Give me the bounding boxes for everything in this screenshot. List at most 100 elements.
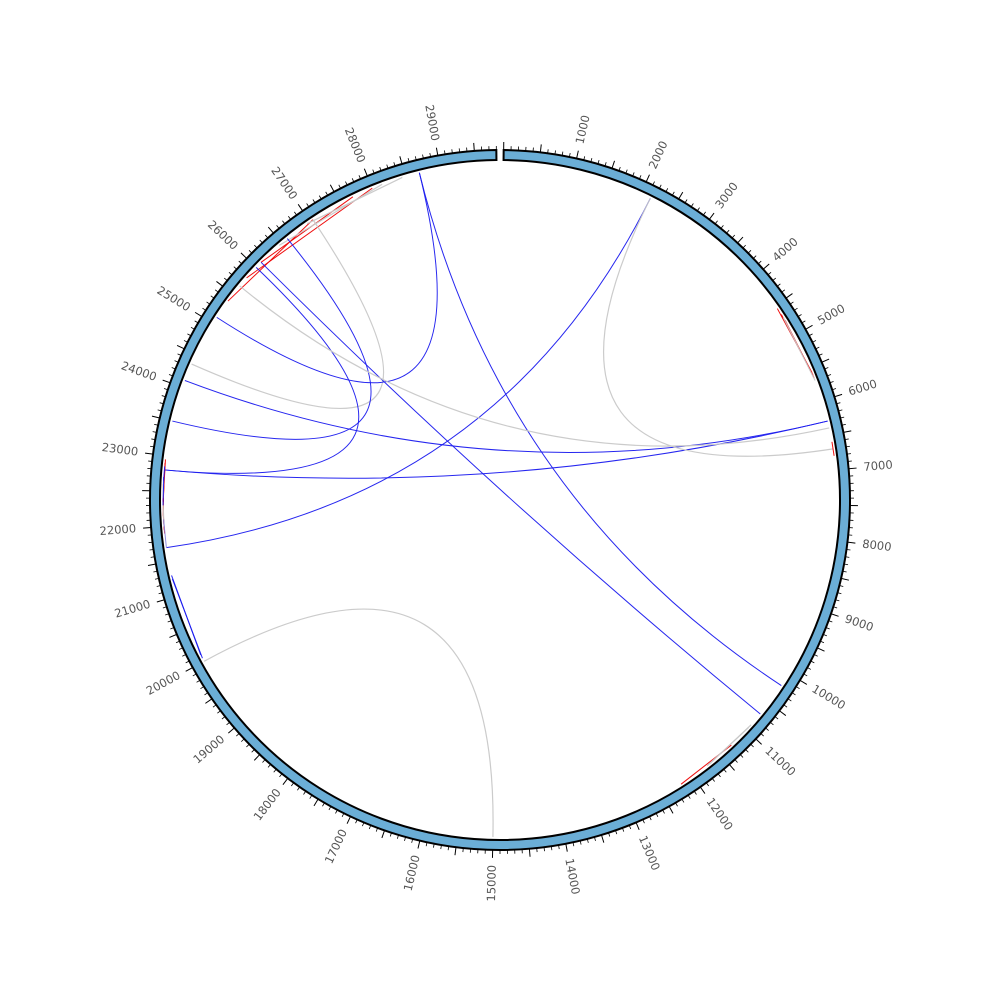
tick-mark [625, 169, 628, 174]
tick-mark [399, 156, 403, 165]
tick-mark [246, 743, 250, 748]
tick-mark [168, 374, 173, 377]
tick-mark [699, 786, 706, 794]
tick-mark [823, 633, 828, 637]
tick-label: 29000 [422, 103, 442, 141]
tick-mark [422, 154, 424, 159]
tick-mark [183, 340, 188, 343]
tick-mark [375, 827, 378, 832]
tick-mark [262, 759, 266, 763]
tick-mark [611, 160, 616, 169]
tick-mark [839, 585, 844, 587]
link-gray [278, 183, 383, 246]
tick-mark [368, 825, 372, 830]
tick-mark [381, 830, 385, 839]
tick-mark [318, 195, 322, 200]
tick-mark [832, 388, 837, 391]
tick-mark [153, 570, 158, 573]
tick-mark [642, 819, 645, 824]
tick-mark [618, 166, 621, 171]
tick-mark [622, 827, 625, 832]
tick-mark [668, 806, 674, 814]
link-gray [706, 726, 750, 767]
tick-mark [708, 212, 715, 220]
tick-mark [662, 809, 665, 814]
tick-mark [429, 152, 431, 158]
tick-mark [830, 613, 839, 617]
tick-mark [216, 281, 224, 287]
tick-mark [726, 229, 730, 234]
tick-mark [217, 710, 221, 714]
tick-label: 21000 [113, 597, 152, 621]
tick-mark [267, 226, 274, 234]
tick-mark [808, 333, 813, 337]
tick-mark [632, 172, 635, 177]
tick-mark [742, 244, 746, 249]
tick-mark [154, 577, 159, 580]
tick-mark [386, 164, 389, 169]
tick-mark [703, 211, 706, 216]
tick-mark [576, 150, 579, 159]
tick-mark [795, 686, 800, 690]
tick-mark [313, 798, 319, 807]
tick-mark [303, 790, 307, 795]
tick-mark [767, 271, 772, 276]
ideogram-ring [149, 149, 851, 851]
tick-mark [779, 710, 787, 716]
tick-mark [335, 809, 338, 814]
tick-mark [145, 452, 154, 455]
tick-label: 5000 [815, 301, 847, 328]
tick-mark [167, 620, 172, 623]
tick-mark [276, 225, 280, 229]
tick-mark [200, 686, 205, 690]
tick-mark [325, 191, 329, 196]
tick-mark [791, 692, 796, 696]
tick-mark [801, 320, 806, 324]
tick-mark [206, 301, 211, 305]
tick-mark [372, 169, 375, 174]
tick-mark [161, 395, 166, 398]
tick-mark [731, 234, 736, 239]
tick-mark [590, 158, 593, 163]
tick-mark [776, 283, 781, 287]
tick-label: 24000 [119, 358, 158, 383]
tick-mark [411, 838, 414, 843]
tick-mark [818, 353, 823, 356]
tick-label: 15000 [484, 865, 499, 902]
tick-mark [821, 358, 830, 363]
tick-label: 7000 [863, 457, 893, 474]
tick-mark [528, 848, 531, 857]
tick-mark [150, 445, 155, 448]
tick-mark [150, 556, 155, 558]
tick-mark [572, 842, 575, 847]
tick-mark [750, 743, 754, 748]
tick-mark [147, 563, 156, 566]
tick-label: 6000 [847, 377, 879, 399]
tick-mark [185, 660, 190, 664]
tick-mark [194, 311, 203, 317]
tick-mark [151, 415, 160, 419]
tick-mark [345, 181, 348, 186]
tick-mark [844, 563, 849, 566]
tick-mark [745, 749, 749, 753]
tick-mark [833, 606, 838, 609]
tick-mark [156, 585, 161, 587]
tick-mark [774, 716, 779, 720]
tick-mark [824, 367, 829, 370]
tick-mark [282, 220, 286, 225]
tick-mark [825, 627, 830, 630]
tick-mark [747, 250, 752, 254]
tick-mark [770, 721, 774, 726]
link-gray [782, 317, 816, 381]
link-gray [239, 285, 830, 447]
tick-mark [579, 840, 582, 845]
tick-mark [346, 816, 351, 824]
tick-mark [723, 768, 727, 773]
tick-mark [765, 727, 769, 731]
tick-mark [597, 160, 600, 165]
tick-mark [177, 353, 182, 356]
tick-labels: 1000 2000 3000 4000 5000 6000 7000 8000 9000 1000… [99, 103, 893, 901]
tick-mark [363, 168, 368, 177]
tick-label: 19000 [190, 732, 227, 766]
tick-label: 9000 [843, 612, 875, 635]
